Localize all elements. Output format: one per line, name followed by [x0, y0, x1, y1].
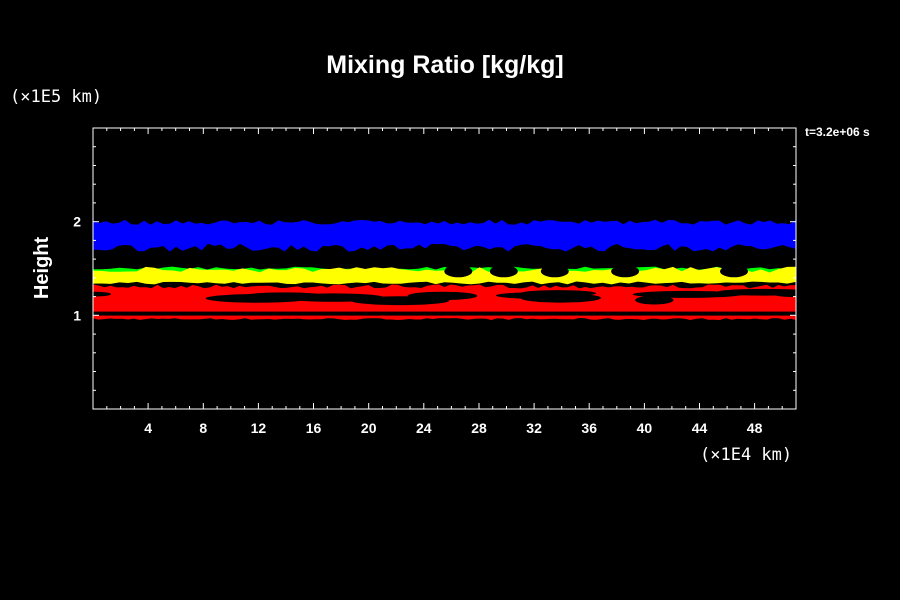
x-tick-label: 16: [306, 420, 322, 436]
layer-red-gap: [635, 295, 674, 305]
layer-red-gap: [407, 291, 478, 301]
layer-blue: [93, 219, 796, 252]
y-tick-label: 2: [73, 214, 81, 230]
layer-red-gap: [283, 293, 385, 302]
x-tick-label: 40: [637, 420, 653, 436]
time-label: t=3.2e+06 s: [805, 125, 870, 139]
layer-yellow-gap: [489, 265, 518, 278]
layer-yellow-gap: [444, 265, 473, 278]
x-tick-label: 44: [692, 420, 708, 436]
x-tick-label: 4: [144, 420, 152, 436]
x-tick-label: 24: [416, 420, 432, 436]
layer-yellow-gap: [611, 265, 640, 278]
x-axis: 4 8 12 16 20 24 28 32 36 40 44 48: [106, 128, 783, 436]
y-unit-label: (×1E5 km): [10, 87, 102, 107]
chart-title: Mixing Ratio [kg/kg]: [326, 51, 564, 79]
x-unit-label: (×1E4 km): [700, 445, 792, 465]
layer-yellow: [93, 266, 796, 285]
x-tick-label: 8: [199, 420, 207, 436]
layer-red-gap: [93, 311, 796, 316]
plot-area: [80, 219, 820, 320]
layer-red-gap: [718, 288, 811, 295]
x-tick-label: 28: [471, 420, 487, 436]
layer-red-gap: [496, 292, 583, 299]
plot-frame: [92, 127, 797, 410]
x-tick-label: 12: [251, 420, 267, 436]
y-tick-label: 1: [73, 307, 81, 323]
layer-red-gap: [80, 291, 112, 297]
x-tick-label: 20: [361, 420, 377, 436]
y-axis-label: Height: [31, 237, 53, 300]
x-tick-label: 48: [747, 420, 763, 436]
layer-yellow-gap: [720, 265, 748, 278]
layer-yellow-gap: [540, 265, 569, 278]
x-tick-label: 36: [581, 420, 597, 436]
x-tick-label: 32: [526, 420, 542, 436]
layer-red-gap: [205, 294, 310, 303]
